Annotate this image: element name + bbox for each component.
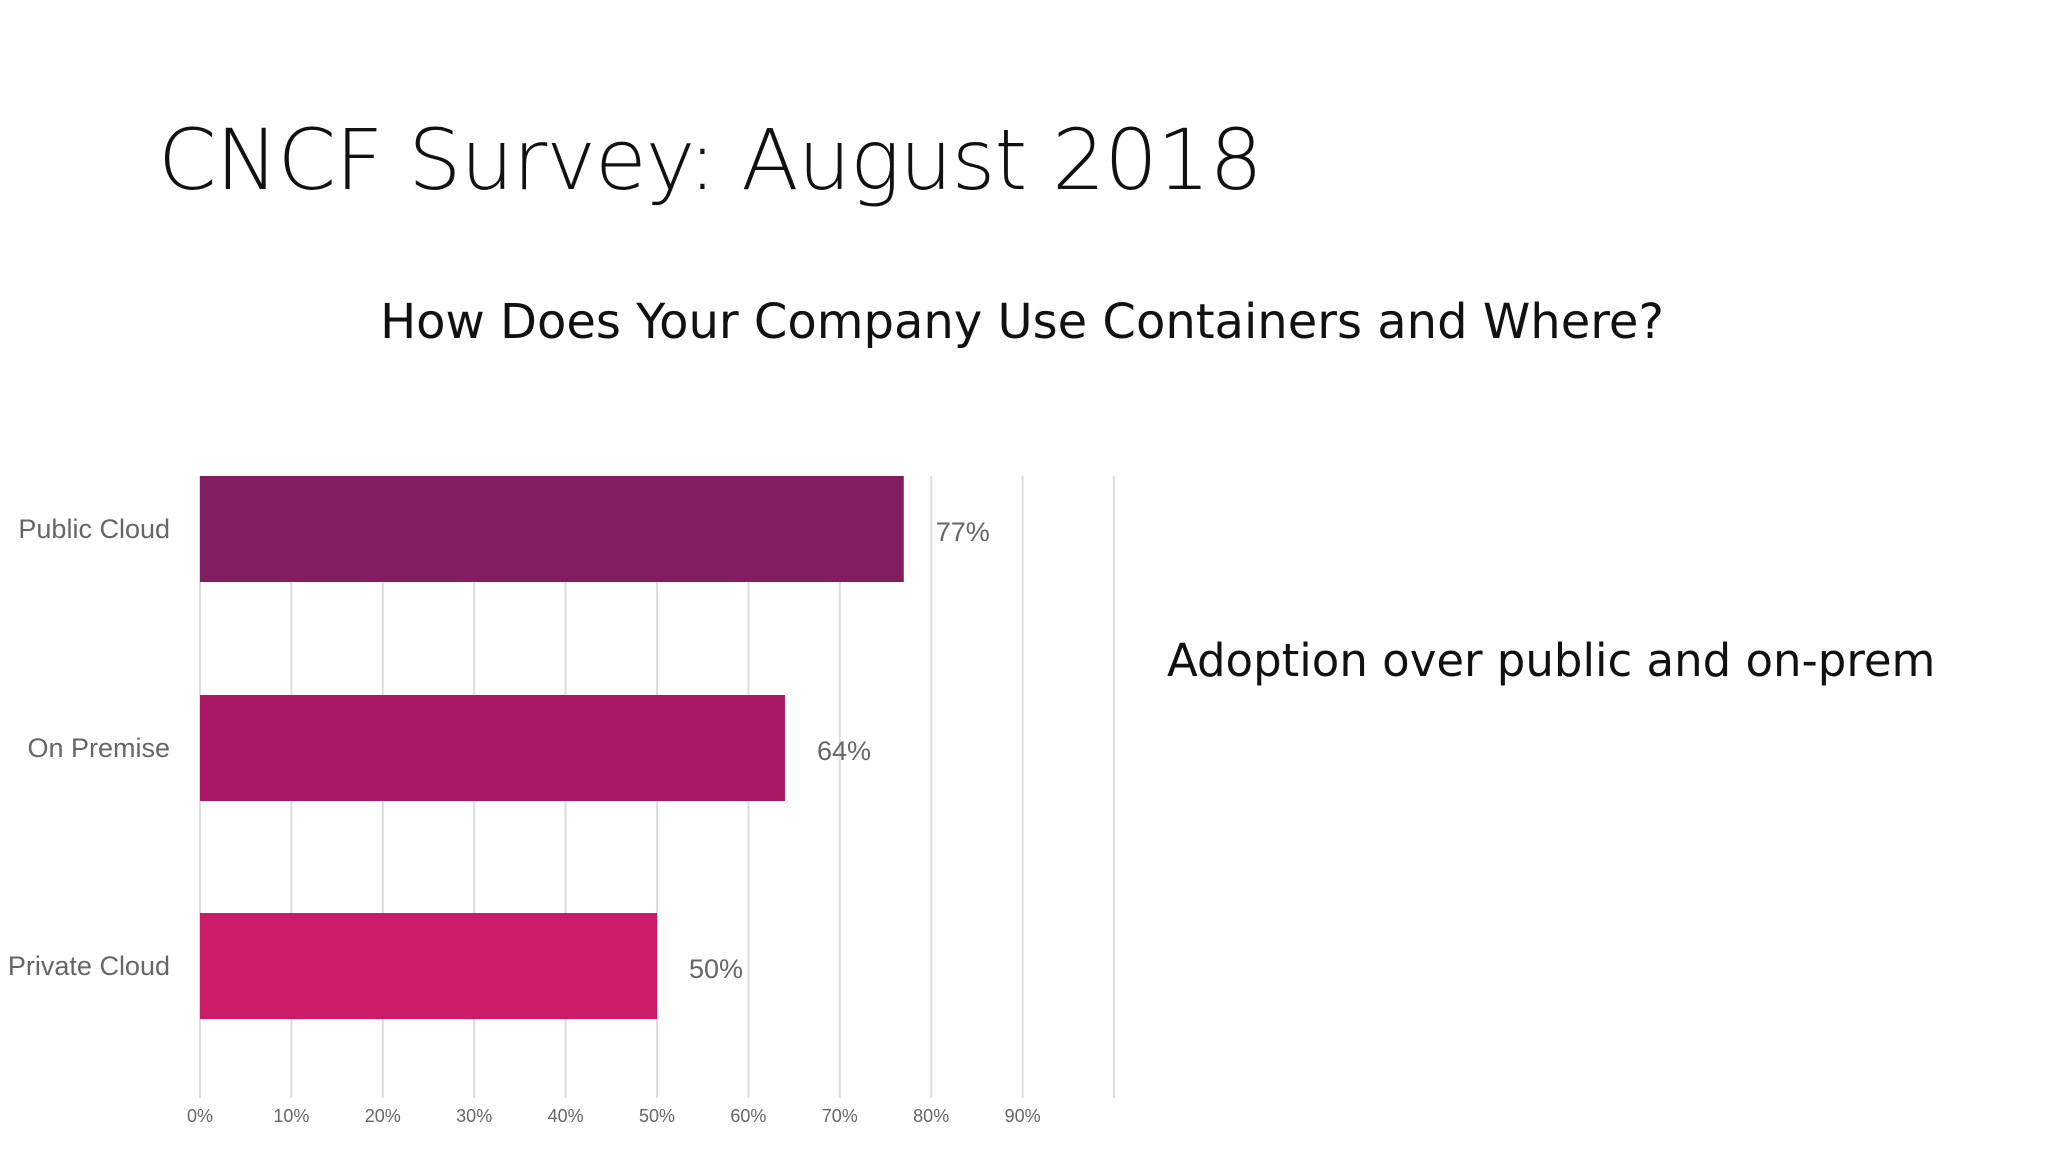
chart-title: How Does Your Company Use Containers and… [0,298,2048,346]
x-tick-label: 60% [730,1106,766,1126]
labels: Public Cloud 77% On Premise 64% Private Clou… [8,514,990,984]
category-label: Private Cloud [8,951,170,981]
category-label: On Premise [27,733,170,763]
x-tick-label: 20% [365,1106,401,1126]
x-tick-label: 80% [913,1106,949,1126]
side-note: Adoption over public and on-prem [1167,634,1936,687]
x-axis-ticks: 0% 10% 20% 30% 40% 50% 60% 70% 80% 90% [187,1106,1041,1126]
chart-title-text: How Does Your Company Use Containers and… [380,294,1664,350]
value-label: 50% [689,954,743,984]
x-tick-label: 70% [822,1106,858,1126]
bar-on-premise [200,695,785,801]
x-tick-label: 0% [187,1106,213,1126]
value-label: 77% [936,517,990,547]
x-tick-label: 30% [456,1106,492,1126]
slide-title: CNCF Survey: August 2018 [158,111,1263,209]
x-tick-label: 90% [1005,1106,1041,1126]
bar-private-cloud [200,913,657,1019]
x-tick-label: 50% [639,1106,675,1126]
bars [200,476,904,1019]
bar-public-cloud [200,476,904,582]
x-tick-label: 40% [548,1106,584,1126]
category-label: Public Cloud [18,514,170,544]
x-tick-label: 10% [273,1106,309,1126]
value-label: 64% [817,736,871,766]
